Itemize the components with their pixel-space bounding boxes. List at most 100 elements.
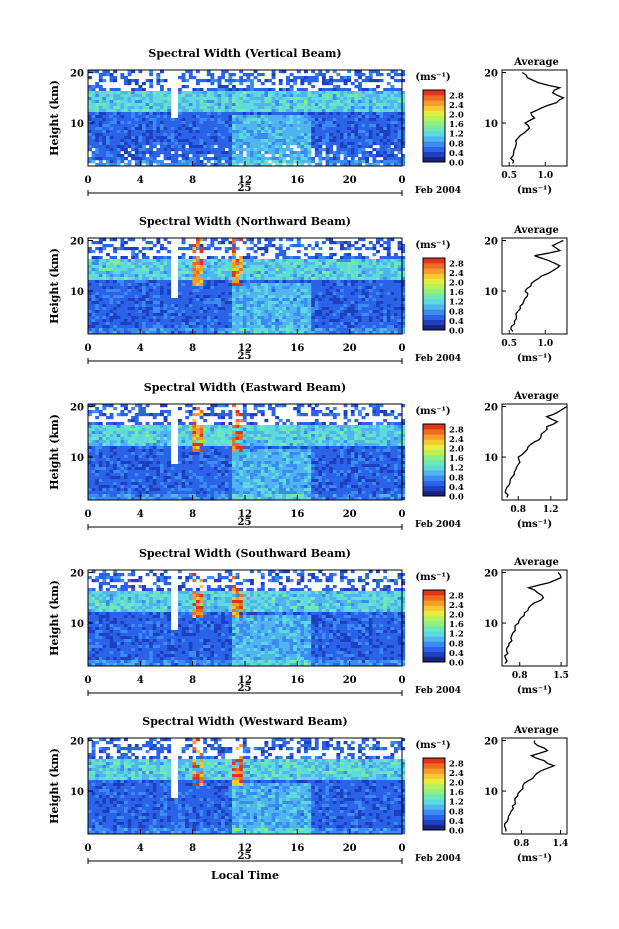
heatmap-cell	[372, 331, 377, 335]
heatmap-cell	[127, 319, 132, 323]
heatmap-cell	[286, 88, 290, 92]
heatmap-cell	[394, 121, 398, 125]
heatmap-cell	[386, 115, 391, 119]
heatmap-cell	[264, 259, 269, 263]
heatmap-cell	[106, 265, 110, 269]
heatmap-cell	[354, 256, 359, 260]
heatmap-cell	[289, 79, 294, 83]
heatmap-cell	[286, 289, 290, 293]
heatmap-cell	[361, 151, 366, 155]
heatmap-cell	[138, 304, 143, 308]
heatmap-cell	[275, 253, 280, 257]
heatmap-cell	[178, 313, 182, 317]
heatmap-cell	[196, 100, 200, 104]
heatmap-cell	[98, 85, 103, 89]
heatmap-cell	[336, 277, 341, 281]
heatmap-cell	[116, 301, 121, 305]
heatmap-cell	[336, 109, 341, 113]
heatmap-cell	[246, 100, 251, 104]
heatmap-cell	[325, 148, 330, 152]
heatmap-cell	[156, 133, 161, 137]
heatmap-cell	[383, 280, 388, 284]
heatmap-cell	[98, 124, 103, 128]
heatmap-cell	[282, 148, 287, 152]
heatmap-cell	[379, 298, 384, 302]
heatmap-cell	[196, 256, 200, 260]
heatmap-cell	[401, 118, 406, 122]
heatmap-cell	[347, 118, 352, 122]
heatmap-cell	[232, 262, 236, 266]
heatmap-cell	[228, 109, 233, 113]
heatmap-cell	[120, 301, 125, 305]
heatmap-cell	[383, 298, 388, 302]
heatmap-cell	[106, 151, 110, 155]
heatmap-cell	[232, 277, 236, 281]
heatmap-cell	[174, 163, 179, 167]
heatmap-cell	[307, 274, 312, 278]
heatmap-cell	[149, 301, 154, 305]
heatmap-cell	[289, 97, 294, 101]
heatmap-cell	[275, 307, 280, 311]
heatmap-cell	[232, 151, 236, 155]
heatmap-cell	[199, 319, 204, 323]
heatmap-cell	[214, 91, 218, 95]
heatmap-cell	[314, 97, 319, 101]
heatmap-cell	[91, 292, 96, 296]
heatmap-cell	[178, 259, 182, 263]
heatmap-cell	[260, 247, 265, 251]
heatmap-cell	[350, 328, 355, 332]
heatmap-cell	[322, 82, 326, 86]
heatmap-cell	[242, 91, 247, 95]
heatmap-cell	[167, 274, 172, 278]
heatmap-cell	[296, 94, 301, 98]
heatmap-cell	[293, 292, 298, 296]
heatmap-cell	[350, 277, 355, 281]
heatmap-cell	[271, 136, 276, 140]
heatmap-cell	[156, 154, 161, 158]
heatmap-cell	[368, 130, 373, 134]
heatmap-cell	[206, 145, 211, 149]
heatmap-cell	[134, 151, 139, 155]
heatmap-cell	[156, 328, 161, 332]
heatmap-cell	[336, 127, 341, 131]
heatmap-cell	[350, 265, 355, 269]
heatmap-cell	[203, 142, 208, 146]
heatmap-cell	[120, 73, 125, 77]
heatmap-cell	[379, 328, 384, 332]
heatmap-cell	[192, 316, 197, 320]
heatmap-cell	[214, 289, 218, 293]
heatmap-cell	[102, 106, 107, 110]
heatmap-cell	[206, 274, 211, 278]
heatmap-cell	[210, 301, 215, 305]
heatmap-cell	[368, 319, 373, 323]
heatmap-cell	[91, 316, 96, 320]
heatmap-cell	[160, 277, 164, 281]
heatmap-cell	[116, 247, 121, 251]
heatmap-cell	[401, 286, 406, 290]
heatmap-cell	[250, 145, 254, 149]
heatmap-cell	[239, 154, 244, 158]
heatmap-cell	[199, 316, 204, 320]
heatmap-cell	[138, 127, 143, 131]
heatmap-cell	[397, 109, 402, 113]
average-frame	[501, 237, 568, 335]
heatmap-cell	[131, 157, 136, 161]
colorbar-tick-label: 0.4	[449, 149, 464, 159]
heatmap-cell	[116, 295, 121, 299]
heatmap-cell	[163, 268, 168, 272]
heatmap-cell	[318, 301, 323, 305]
heatmap-cell	[160, 70, 164, 74]
heatmap-cell	[228, 124, 233, 128]
heatmap-cell	[185, 277, 190, 281]
heatmap-cell	[307, 262, 312, 266]
heatmap-cell	[354, 151, 359, 155]
heatmap-cell	[278, 121, 283, 125]
heatmap-cell	[350, 82, 355, 86]
heatmap-cell	[152, 289, 157, 293]
heatmap-cell	[314, 154, 319, 158]
heatmap-cell	[127, 121, 132, 125]
heatmap-cell	[401, 130, 406, 134]
heatmap-cell	[253, 94, 258, 98]
heatmap-cell	[390, 262, 395, 266]
heatmap-cell	[170, 133, 175, 137]
